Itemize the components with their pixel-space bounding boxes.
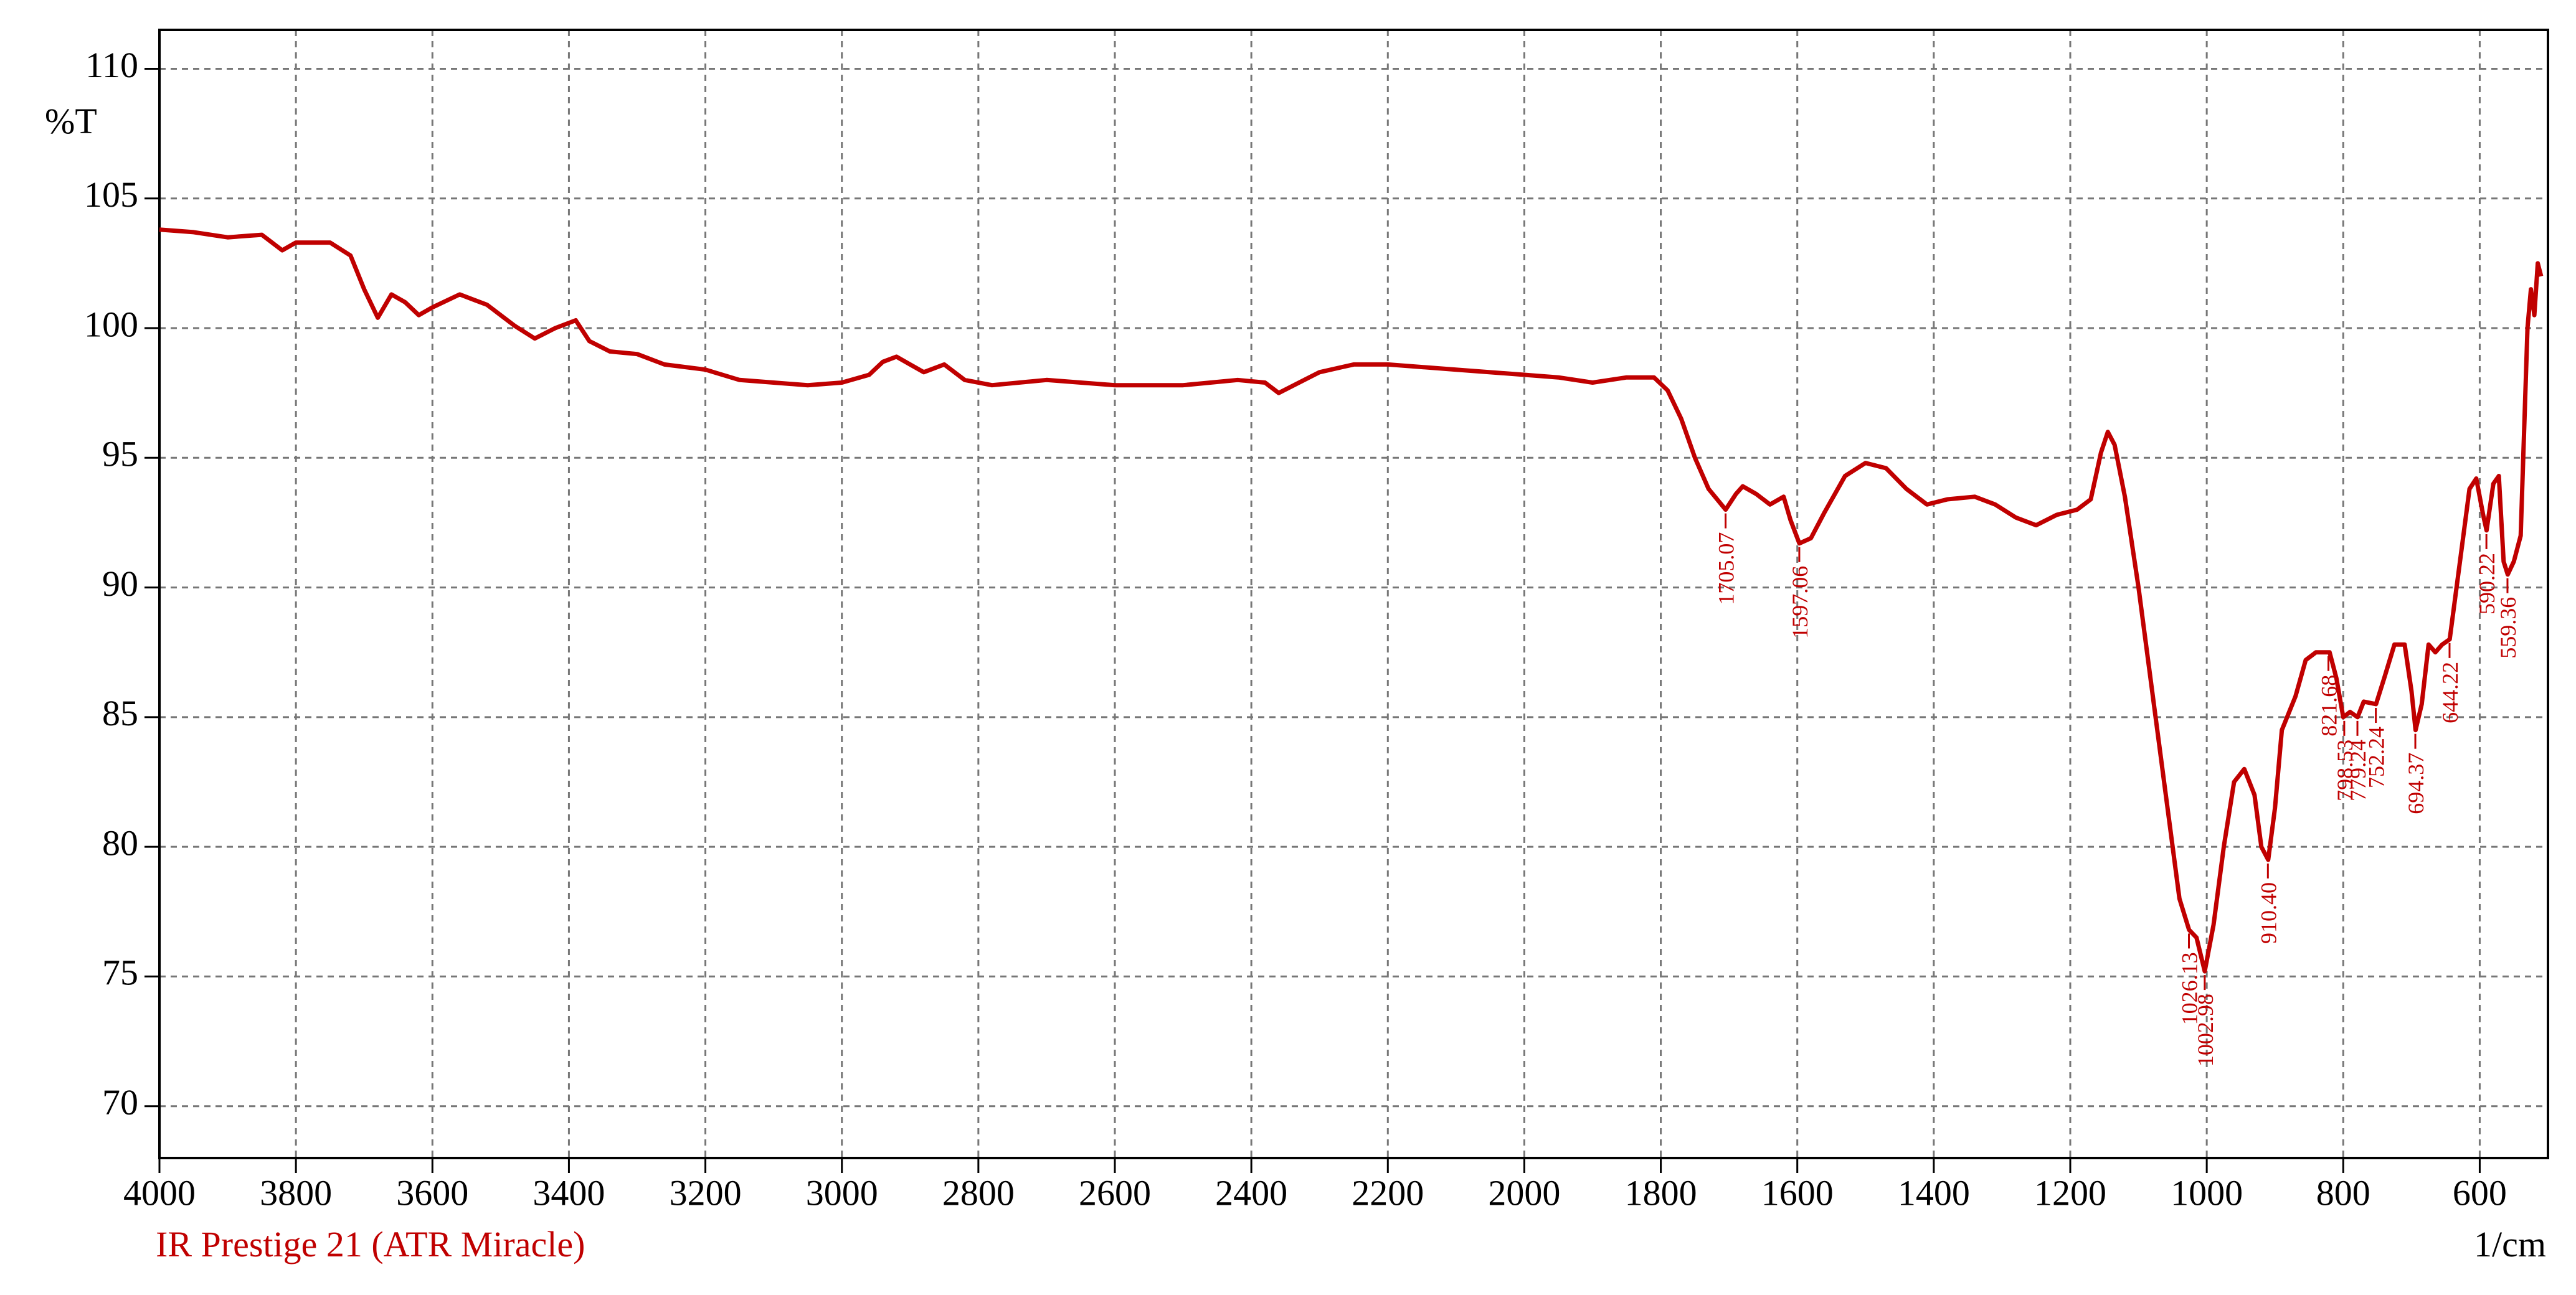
x-tick-label: 600 (2453, 1172, 2507, 1213)
y-tick-label: 95 (102, 434, 138, 474)
x-tick-label: 2800 (942, 1172, 1015, 1213)
peak-label: 590.22 (2474, 553, 2499, 615)
peak-label: 752.24 (2364, 727, 2389, 788)
peak-label: 644.22 (2438, 662, 2463, 723)
y-tick-label: 85 (102, 693, 138, 733)
x-tick-label: 3200 (670, 1172, 742, 1213)
peak-label: 821.68 (2317, 675, 2342, 737)
x-tick-label: 2400 (1215, 1172, 1287, 1213)
y-tick-label: 90 (102, 563, 138, 604)
y-axis-label: %T (45, 101, 97, 141)
peak-label: 1002.98 (2193, 994, 2218, 1067)
peak-label: 779.24 (2346, 740, 2370, 801)
y-tick-label: 105 (84, 174, 138, 215)
x-tick-label: 4000 (123, 1172, 196, 1213)
y-tick-label: 80 (102, 822, 138, 863)
peak-label: 1705.07 (1714, 532, 1739, 605)
x-tick-label: 1800 (1625, 1172, 1697, 1213)
peak-label: 1026.13 (2177, 952, 2202, 1025)
x-axis-label: 1/cm (2474, 1224, 2546, 1264)
x-tick-label: 1600 (1761, 1172, 1834, 1213)
x-tick-label: 3400 (533, 1172, 605, 1213)
x-tick-label: 1000 (2171, 1172, 2243, 1213)
x-tick-label: 800 (2316, 1172, 2370, 1213)
x-tick-label: 2000 (1488, 1172, 1560, 1213)
x-tick-label: 3000 (806, 1172, 878, 1213)
peak-label: 910.40 (2256, 882, 2281, 944)
y-tick-label: 70 (102, 1082, 138, 1123)
y-tick-label: 100 (84, 304, 138, 344)
plot-frame (158, 29, 2549, 1159)
peak-label: 559.36 (2496, 597, 2521, 659)
x-tick-label: 1200 (2034, 1172, 2106, 1213)
caption: IR Prestige 21 (ATR Miracle) (156, 1224, 585, 1264)
y-tick-label: 110 (85, 45, 138, 85)
x-tick-label: 3800 (260, 1172, 332, 1213)
x-tick-label: 2600 (1079, 1172, 1151, 1213)
spectrum-line (159, 227, 2544, 974)
x-tick-label: 2200 (1352, 1172, 1424, 1213)
peak-label: 798.53 (2332, 740, 2357, 801)
x-tick-label: 1400 (1898, 1172, 1970, 1213)
x-tick-label: 3600 (396, 1172, 468, 1213)
y-tick-label: 75 (102, 953, 138, 993)
peak-label: 1597.06 (1788, 566, 1812, 639)
peak-label: 694.37 (2403, 753, 2428, 814)
